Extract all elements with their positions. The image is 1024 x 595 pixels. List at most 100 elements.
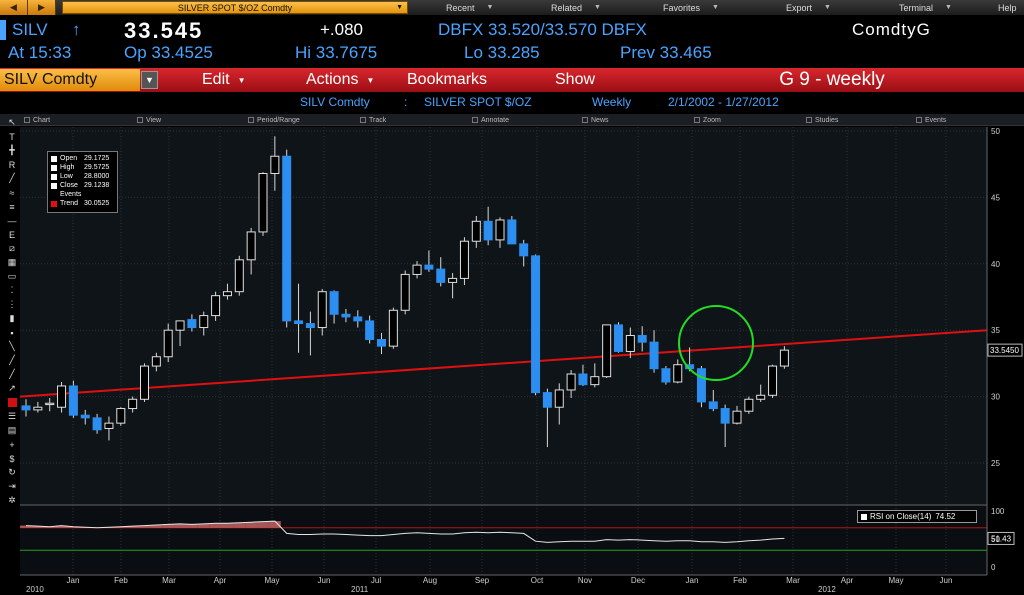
table-tool-icon[interactable]: ▤ — [7, 425, 17, 435]
toolbar-track[interactable]: Track — [360, 114, 386, 126]
price-tick-label: 45 — [991, 193, 1000, 202]
month-tick-label: Feb — [733, 576, 747, 585]
dollar-icon[interactable]: $ — [9, 453, 15, 464]
subtitle-ticker: SILV Comdty — [300, 95, 370, 109]
plus-icon[interactable]: + — [9, 439, 15, 450]
checkbox-icon — [248, 117, 254, 123]
rsi-overbought-fill — [257, 521, 269, 528]
toolbar-annotate[interactable]: Annotate — [472, 114, 509, 126]
menu-show[interactable]: Show — [555, 69, 595, 91]
box-tool-icon[interactable]: ▭ — [7, 271, 17, 281]
candle-down — [696, 368, 706, 403]
rsi-overbought-fill — [233, 522, 246, 528]
dots-tool-icon[interactable]: ⁚ — [10, 285, 14, 295]
menu-favorites[interactable]: Favorites ▼ — [663, 0, 719, 15]
text-tool-icon[interactable]: T — [9, 131, 15, 142]
candle-up — [246, 231, 256, 261]
candle-up — [400, 273, 410, 311]
candle-up — [566, 373, 576, 391]
toolbar-period-range[interactable]: Period/Range — [248, 114, 300, 126]
brush-tool-icon[interactable]: ╱ — [9, 355, 15, 365]
rsi-overbought-fill — [174, 523, 186, 528]
pointer-tool-icon[interactable]: ↖ — [8, 117, 16, 127]
grid-tool-icon[interactable]: ▦ — [7, 257, 17, 267]
screen-name: ComdtyG — [852, 20, 931, 39]
subtitle-separator: : — [404, 95, 408, 109]
r-tool-icon[interactable]: R — [8, 159, 16, 170]
legend-row: Open 29.1725 — [51, 154, 114, 163]
legend-label: Trend — [60, 200, 79, 207]
chevron-down-icon: ▼ — [366, 75, 375, 85]
back-button[interactable]: ◀ — [0, 0, 28, 15]
chart-legend[interactable]: Open 29.1725 High 29.5725 Low 28.8000 Close 29.… — [47, 151, 118, 213]
menu-help[interactable]: Help — [998, 0, 1017, 15]
rsi-legend[interactable]: RSI on Close(14) 74.52 — [857, 510, 977, 523]
arrow-tool-icon[interactable]: ↗ — [8, 383, 16, 393]
candle-up — [756, 394, 766, 400]
toolbar-events[interactable]: Events — [916, 114, 946, 126]
back-arrow-icon: ◀ — [10, 2, 17, 12]
rsi-overbought-fill — [150, 525, 163, 528]
month-tick-label: Feb — [114, 576, 128, 585]
price-tick-label: 25 — [991, 459, 1000, 468]
candle-up — [471, 220, 481, 242]
month-tick-label: Apr — [214, 576, 227, 585]
toolbar-news[interactable]: News — [582, 114, 609, 126]
fib-tool-icon[interactable]: ≡ — [9, 201, 15, 212]
pen-tool-icon[interactable]: ╲ — [9, 341, 15, 351]
wave-tool-icon[interactable]: ≈ — [9, 187, 15, 198]
toolbar-studies[interactable]: Studies — [806, 114, 838, 126]
legend-row: Low 28.8000 — [51, 172, 114, 181]
menu-terminal[interactable]: Terminal ▼ — [899, 0, 952, 15]
up-arrow-icon: ↑ — [72, 20, 81, 39]
subtitle-range: 2/1/2002 - 1/27/2012 — [668, 95, 779, 109]
list-tool-icon[interactable]: ☰ — [7, 411, 17, 421]
chevron-down-icon: ▼ — [594, 4, 601, 11]
export-icon[interactable]: ⇥ — [8, 481, 16, 491]
candle-down — [424, 264, 434, 270]
toolbar-label: Annotate — [481, 116, 510, 124]
chevron-down-icon: ▼ — [945, 4, 952, 11]
toolbar-view[interactable]: View — [137, 114, 161, 126]
trash-icon[interactable]: ▮ — [9, 313, 15, 323]
candle-up — [554, 389, 564, 408]
menu-related[interactable]: Related ▼ — [551, 0, 601, 15]
channel-tool-icon[interactable]: ⧄ — [9, 243, 15, 253]
elliott-tool-icon[interactable]: E — [8, 229, 15, 240]
checkbox-icon — [472, 117, 478, 123]
menu-edit[interactable]: Edit ▼ — [202, 69, 246, 91]
checkbox-icon — [137, 117, 143, 123]
legend-value: 28.8000 — [84, 173, 110, 180]
candle-up — [163, 329, 173, 358]
toolbar-zoom[interactable]: Zoom — [694, 114, 721, 126]
forward-button[interactable]: ▶ — [28, 0, 56, 15]
menu-bookmarks[interactable]: Bookmarks — [407, 69, 487, 91]
menu-recent[interactable]: Recent ▼ — [446, 0, 493, 15]
toolbar-label: Track — [369, 116, 387, 124]
refresh-icon[interactable]: ↻ — [8, 467, 16, 477]
menu-actions[interactable]: Actions ▼ — [306, 69, 374, 91]
color-picker-icon[interactable] — [6, 397, 18, 408]
security-selector[interactable]: SILVER SPOT $/OZ Comdty ▼ — [62, 1, 408, 14]
candle-down — [637, 335, 647, 343]
ruler-tool-icon[interactable]: ╱ — [9, 369, 15, 379]
legend-value: 29.1238 — [84, 182, 110, 189]
line-tool-icon[interactable]: ╱ — [9, 173, 15, 183]
candle-down — [436, 268, 446, 283]
security-selector-label: SILVER SPOT $/OZ Comdty — [177, 2, 293, 13]
rsi-overbought-fill — [20, 525, 32, 528]
candle-up — [412, 264, 422, 275]
security-dropdown-button[interactable]: ▼ — [141, 71, 158, 89]
crosshair-tool-icon[interactable]: ╋ — [9, 145, 15, 155]
toolbar-chart[interactable]: Chart — [24, 114, 50, 126]
candle-down — [329, 291, 339, 315]
pattern-tool-icon[interactable]: ⋮ — [7, 299, 17, 309]
horizontal-line-icon[interactable]: — — [7, 215, 17, 226]
menu-export[interactable]: Export ▼ — [786, 0, 831, 15]
security-code-field[interactable]: SILV Comdty — [0, 69, 140, 91]
settings-gear-icon[interactable]: ✲ — [8, 495, 16, 505]
checkbox-icon — [582, 117, 588, 123]
marker-tool-icon[interactable]: ▪ — [10, 327, 14, 338]
forward-arrow-icon: ▶ — [38, 2, 45, 12]
